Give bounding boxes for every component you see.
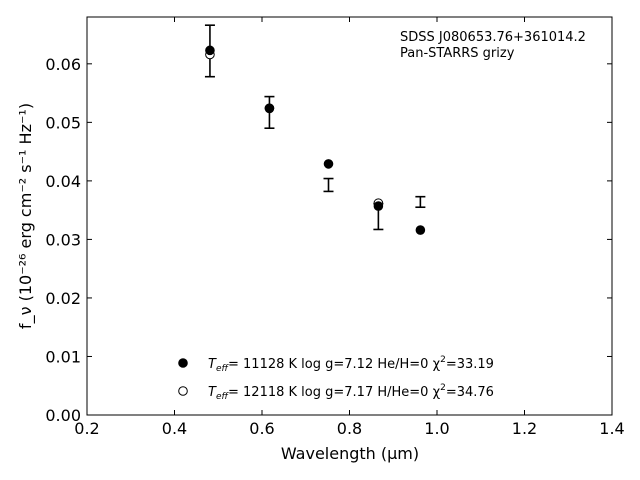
y-tick-label: 0.04 <box>45 172 81 191</box>
legend-marker <box>178 386 188 396</box>
x-tick-label: 0.6 <box>249 419 274 438</box>
y-axis-label: f_ν (10⁻²⁶ erg cm⁻² s⁻¹ Hz⁻¹) <box>16 103 36 329</box>
y-tick-label: 0.03 <box>45 230 81 249</box>
legend-marker <box>178 358 188 368</box>
y-tick-label: 0.01 <box>45 347 81 366</box>
y-tick-label: 0.05 <box>45 113 81 132</box>
x-tick-label: 1.0 <box>424 419 449 438</box>
legend: Teff= 11128 K log g=7.12 He/H=0 χ2=33.19… <box>178 355 494 402</box>
data-marks <box>204 24 426 235</box>
x-tick-label: 0.8 <box>337 419 362 438</box>
axis-ticks: 0.2 0.4 0.6 0.8 1.0 1.2 1.4 0.00 0.01 0.02 0.03 0.0… <box>45 17 625 438</box>
y-tick-label: 0.06 <box>45 55 81 74</box>
x-tick-label: 1.4 <box>599 419 624 438</box>
x-axis-label: Wavelength (μm) <box>281 444 419 463</box>
x-tick-label: 0.4 <box>162 419 187 438</box>
annotation-line-1: SDSS J080653.76+361014.2 <box>400 30 586 45</box>
y-tick-label: 0.02 <box>45 289 81 308</box>
annotation-line-2: Pan-STARRS grizy <box>400 46 515 61</box>
plot-frame <box>86 16 613 416</box>
legend-label: Teff= 11128 K log g=7.12 He/H=0 χ2=33.19 <box>208 355 494 374</box>
y-tick-label: 0.00 <box>45 406 81 425</box>
model-point-filled <box>205 45 215 56</box>
model-point-filled <box>415 225 426 235</box>
x-tick-label: 1.2 <box>512 419 537 438</box>
model-point-filled <box>264 103 275 114</box>
legend-label: Teff= 12118 K log g=7.17 H/He=0 χ2=34.76 <box>208 383 494 402</box>
model-point-filled <box>373 201 384 211</box>
x-tick-label: 0.2 <box>74 419 99 438</box>
model-point-filled <box>323 159 334 169</box>
